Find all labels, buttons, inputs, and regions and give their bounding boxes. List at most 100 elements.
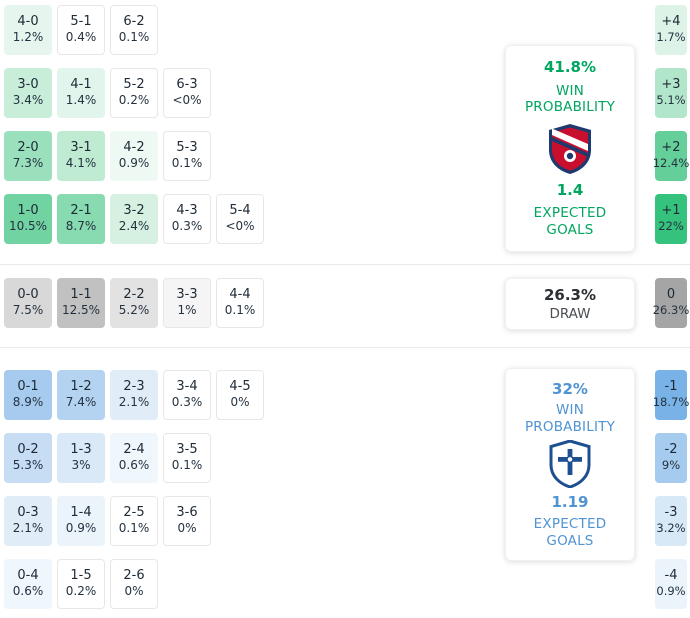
goal-diff-cell-value: -4 (664, 568, 678, 584)
score-cell: 2-4 0.6% (110, 433, 158, 483)
score-cell: 5-4 <0% (216, 194, 264, 244)
score-cell: 3-2 2.4% (110, 194, 158, 244)
score-cell: 5-1 0.4% (57, 5, 105, 55)
score-cell-probability: <0% (225, 219, 255, 234)
score-cell-probability: 2.4% (118, 219, 150, 234)
away-expected-goals: 1.19 (551, 493, 589, 512)
score-cell-value: 3-1 (70, 140, 92, 156)
score-cell: 3-0 3.4% (4, 68, 52, 118)
score-cell-probability: 5.2% (118, 303, 150, 318)
goal-diff-cell-value: +3 (661, 77, 681, 93)
score-cell-probability: 0.6% (12, 584, 44, 599)
score-cell-value: 5-3 (176, 140, 198, 156)
score-cell-probability: 12.5% (61, 303, 101, 318)
score-cell: 0-2 5.3% (4, 433, 52, 483)
score-cell-probability: 0% (230, 395, 250, 410)
score-cell: 2-2 5.2% (110, 278, 158, 328)
draw-probability: 26.3% (543, 286, 597, 304)
score-cell: 3-5 0.1% (163, 433, 211, 483)
score-cell: 1-0 10.5% (4, 194, 52, 244)
score-cell-value: 5-1 (70, 14, 92, 30)
goal-diff-cell-value: +4 (661, 14, 681, 30)
score-cell-value: 3-2 (123, 203, 145, 219)
away-win-probability-label: WIN PROBABILITY (524, 402, 616, 436)
matrix-row: 3-0 3.4% 4-1 1.4% 5-2 0.2% 6-3 <0% (4, 68, 264, 118)
away-goal-diff-column: -1 18.7% -2 9% -3 3.2% -4 0.9% (652, 370, 690, 609)
matrix-row: 0-0 7.5% 1-1 12.5% 2-2 5.2% 3-3 1% 4-4 0.1% (4, 278, 264, 328)
score-cell-value: 1-2 (70, 379, 92, 395)
score-cell: 5-3 0.1% (163, 131, 211, 181)
score-cell-probability: 2.1% (12, 521, 44, 536)
score-cell: 2-5 0.1% (110, 496, 158, 546)
score-cell: 1-2 7.4% (57, 370, 105, 420)
score-cell: 4-2 0.9% (110, 131, 158, 181)
score-cell: 0-3 2.1% (4, 496, 52, 546)
score-cell-value: 6-3 (176, 77, 198, 93)
matrix-row: 0-2 5.3% 1-3 3% 2-4 0.6% 3-5 0.1% (4, 433, 264, 483)
score-cell-value: 2-4 (123, 442, 145, 458)
home-expected-goals-label: EXPECTED GOALS (533, 205, 607, 238)
goal-diff-cell-value: 0 (666, 287, 676, 303)
score-cell: 4-5 0% (216, 370, 264, 420)
score-cell-value: 4-0 (17, 14, 39, 30)
goal-diff-cell: +1 22% (655, 194, 687, 244)
score-cell-value: 1-1 (70, 287, 92, 303)
goal-diff-cell: -4 0.9% (655, 559, 687, 609)
goal-diff-cell-probability: 18.7% (652, 395, 690, 410)
score-cell: 1-3 3% (57, 433, 105, 483)
score-cell: 1-5 0.2% (57, 559, 105, 609)
score-cell-value: 3-3 (176, 287, 198, 303)
score-cell: 6-2 0.1% (110, 5, 158, 55)
home-win-summary: 41.8% WIN PROBABILITY 1.4 EXPECTED GOALS (505, 45, 635, 252)
away-expected-goals-label: EXPECTED GOALS (533, 515, 607, 549)
section-divider (0, 264, 690, 265)
score-cell-value: 4-1 (70, 77, 92, 93)
score-cell-probability: 0.3% (171, 219, 203, 234)
score-cell-value: 1-4 (70, 505, 92, 521)
score-cell-value: 2-3 (123, 379, 145, 395)
score-cell: 2-6 0% (110, 559, 158, 609)
score-cell-value: 2-5 (123, 505, 145, 521)
home-win-probability-label: WIN PROBABILITY (524, 82, 616, 116)
score-cell: 3-3 1% (163, 278, 211, 328)
score-cell-value: 3-0 (17, 77, 39, 93)
score-cell-value: 0-0 (17, 287, 39, 303)
goal-diff-cell-probability: 3.2% (656, 521, 686, 536)
score-cell-probability: 0.1% (224, 303, 256, 318)
goal-diff-cell: -3 3.2% (655, 496, 687, 546)
score-cell-probability: 7.5% (12, 303, 44, 318)
goal-diff-cell: +4 1.7% (655, 5, 687, 55)
matrix-row: 0-4 0.6% 1-5 0.2% 2-6 0% (4, 559, 264, 609)
score-cell: 4-1 1.4% (57, 68, 105, 118)
away-win-summary: 32% WIN PROBABILITY 1.19 EXPECTED GOALS (505, 368, 635, 561)
goal-diff-cell-probability: 5.1% (656, 93, 686, 108)
score-cell-value: 0-4 (17, 568, 39, 584)
score-cell: 3-4 0.3% (163, 370, 211, 420)
draw-label: DRAW (549, 306, 591, 322)
away-team-crest-icon (549, 440, 591, 489)
score-cell: 1-1 12.5% (57, 278, 105, 328)
away-score-matrix: 0-1 8.9% 1-2 7.4% 2-3 2.1% 3-4 0.3% 4-5 0% 0-2 5.3%… (4, 370, 264, 609)
score-cell-probability: <0% (172, 93, 202, 108)
matrix-row: 2-0 7.3% 3-1 4.1% 4-2 0.9% 5-3 0.1% (4, 131, 264, 181)
score-cell: 1-4 0.9% (57, 496, 105, 546)
score-cell-probability: 7.4% (65, 395, 97, 410)
score-cell-value: 4-3 (176, 203, 198, 219)
score-cell: 2-1 8.7% (57, 194, 105, 244)
home-score-matrix: 4-0 1.2% 5-1 0.4% 6-2 0.1% 3-0 3.4% 4-1 1.4% 5-2 0.… (4, 5, 264, 244)
score-cell-probability: 0.6% (118, 458, 150, 473)
score-cell-probability: 0% (177, 521, 197, 536)
score-cell: 0-0 7.5% (4, 278, 52, 328)
score-cell-value: 5-4 (229, 203, 251, 219)
away-win-probability: 32% (552, 379, 588, 398)
score-cell-value: 2-2 (123, 287, 145, 303)
score-cell: 4-0 1.2% (4, 5, 52, 55)
score-cell: 6-3 <0% (163, 68, 211, 118)
score-cell-probability: 0.2% (65, 584, 97, 599)
goal-diff-cell-value: +2 (661, 140, 681, 156)
score-cell-probability: 0% (124, 584, 144, 599)
score-cell-value: 1-5 (70, 568, 92, 584)
goal-diff-cell-probability: 0.9% (656, 584, 686, 599)
section-divider (0, 347, 690, 348)
